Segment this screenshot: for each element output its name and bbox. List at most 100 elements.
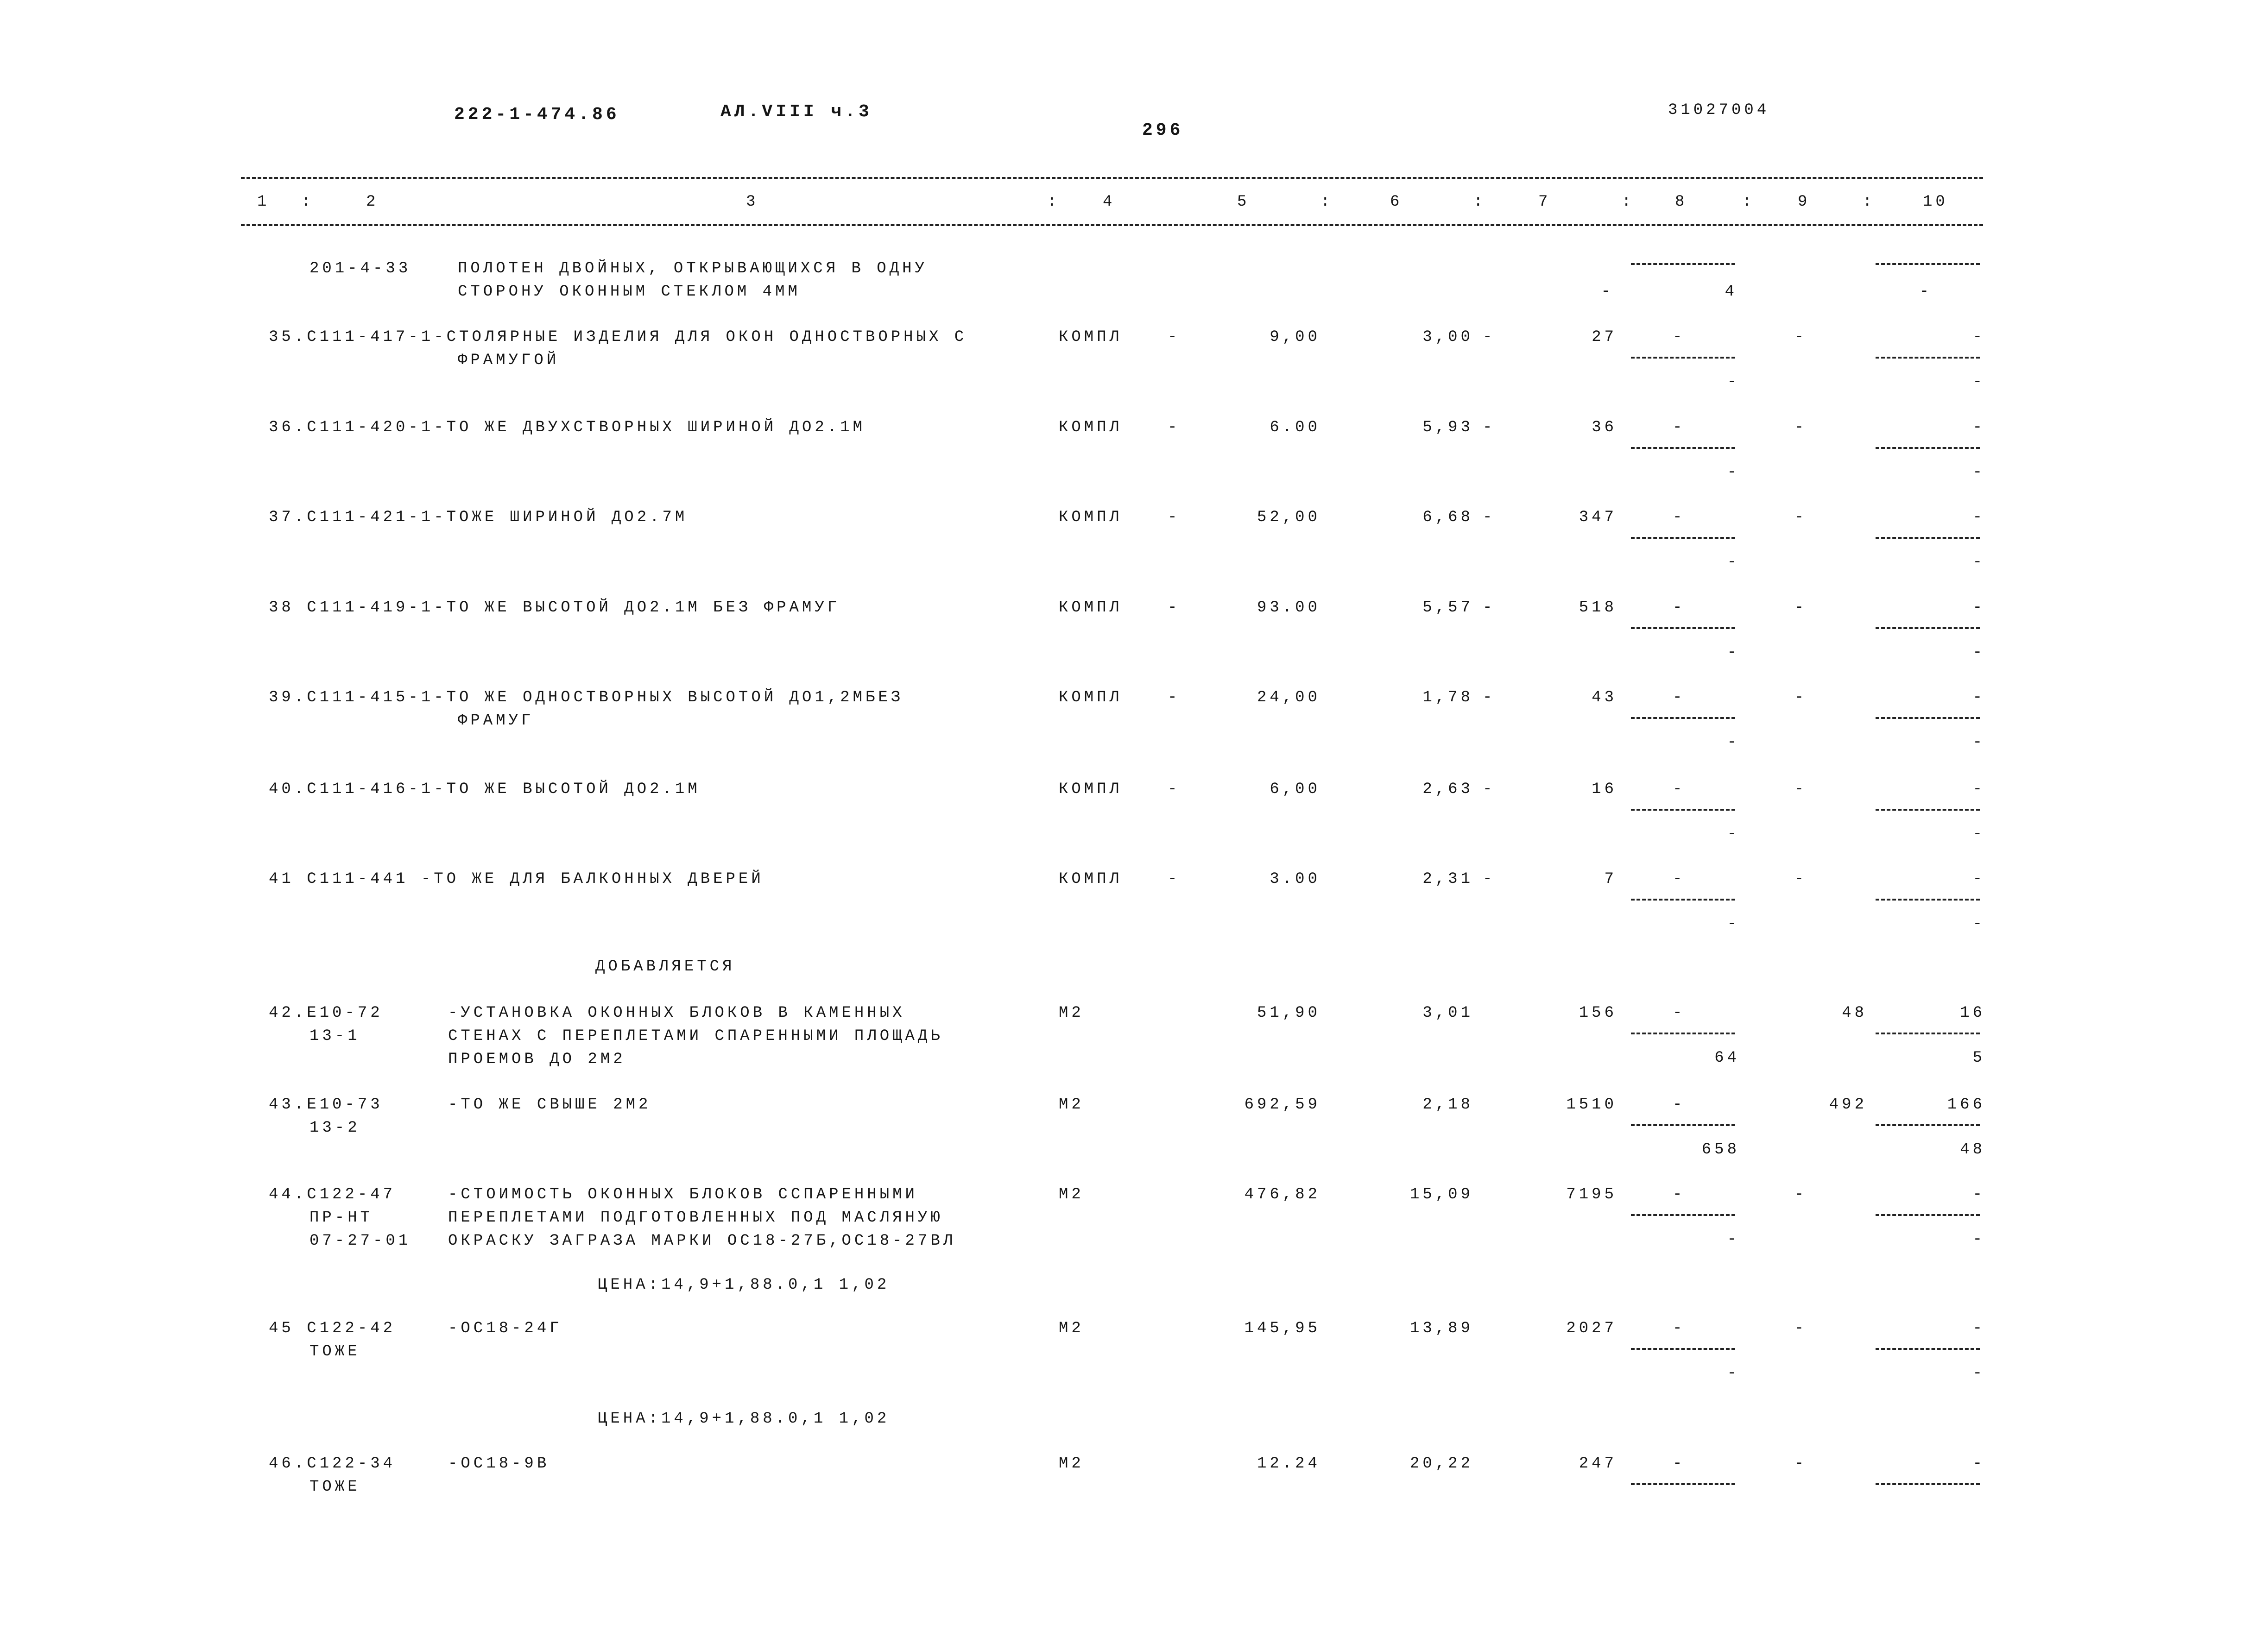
- col10-divider: [1876, 1348, 1980, 1350]
- item-unit: КОМПЛ: [1059, 328, 1123, 346]
- col4-value: -: [1168, 419, 1181, 436]
- document-code: 222-1-474.86: [454, 105, 620, 125]
- col8-bottom: -: [1727, 464, 1740, 481]
- col8-divider: [1631, 447, 1735, 449]
- col10-top: -: [1972, 870, 1985, 888]
- col8-divider: [1631, 717, 1735, 719]
- item-code-line: 45 С122-42: [269, 1320, 396, 1337]
- col8-top: -: [1673, 419, 1686, 436]
- col10-bottom: -: [1972, 373, 1985, 391]
- col10-top: 16: [1960, 1004, 1985, 1022]
- col8-divider: [1631, 1348, 1735, 1350]
- item-total: 518: [1579, 599, 1617, 617]
- item-description-line: -ОС18-24Г: [448, 1320, 562, 1337]
- price-dash: -: [1483, 689, 1496, 706]
- item-code-line: ТОЖЕ: [310, 1478, 360, 1496]
- column-separator: :: [1320, 193, 1333, 211]
- col8-divider: [1631, 1483, 1735, 1485]
- column-separator: :: [1742, 193, 1755, 211]
- column-number-10: 10: [1923, 193, 1948, 211]
- col9-value: -: [1794, 599, 1807, 617]
- col8-bottom: -: [1727, 1231, 1740, 1248]
- item-quantity: 145,95: [1244, 1320, 1320, 1337]
- price-dash: -: [1483, 509, 1496, 526]
- item-total: 16: [1592, 781, 1617, 798]
- col8-bottom: -: [1727, 825, 1740, 843]
- item-unit: КОМПЛ: [1059, 599, 1123, 617]
- col8-divider: [1631, 1214, 1735, 1216]
- col10-bottom: -: [1972, 734, 1985, 751]
- item-quantity: 692,59: [1244, 1096, 1320, 1114]
- col10-bottom: -: [1972, 644, 1985, 661]
- col10-divider: [1876, 1214, 1980, 1216]
- item-quantity: 12.24: [1257, 1455, 1320, 1473]
- column-separator: :: [1047, 193, 1060, 211]
- col9-value: 48: [1842, 1004, 1867, 1022]
- col8-bottom: 64: [1714, 1049, 1740, 1067]
- section-heading: ДОБАВЛЯЕТСЯ: [595, 958, 735, 976]
- col10-divider: [1876, 1124, 1980, 1126]
- price-note: ЦЕНА:14,9+1,88.0,1 1,02: [598, 1410, 890, 1428]
- column-number-5: 5: [1237, 193, 1250, 211]
- item-total: 27: [1592, 328, 1617, 346]
- item-total: 2027: [1566, 1320, 1617, 1337]
- item-code-line: 44.С122-47: [269, 1186, 396, 1203]
- item-description-line: СТОРОНУ ОКОННЫМ СТЕКЛОМ 4ММ: [458, 283, 801, 301]
- col8-top: -: [1673, 1186, 1686, 1203]
- col10-divider: [1876, 1033, 1980, 1034]
- column-number-7: 7: [1538, 193, 1551, 211]
- item-unit: КОМПЛ: [1059, 870, 1123, 888]
- item-code-line: 42.Е10-72: [269, 1004, 383, 1022]
- col8-divider: [1631, 1124, 1735, 1126]
- col8-top: -: [1673, 689, 1686, 706]
- col4-value: -: [1168, 781, 1181, 798]
- price-dash: -: [1483, 419, 1496, 436]
- item-code-line: 46.С122-34: [269, 1455, 396, 1473]
- item-unit: М2: [1059, 1004, 1084, 1022]
- col4-value: -: [1168, 870, 1181, 888]
- item-description-line: -ОС18-9В: [448, 1455, 550, 1473]
- col8-top: -: [1673, 599, 1686, 617]
- item-unit-price: 5,93: [1422, 419, 1473, 436]
- col10-divider: [1876, 717, 1980, 719]
- item-unit: КОМПЛ: [1059, 419, 1123, 436]
- column-number-3: 3: [746, 193, 759, 211]
- item-unit: М2: [1059, 1455, 1084, 1473]
- col9-value: -: [1794, 509, 1807, 526]
- page-number: 296: [1142, 120, 1184, 140]
- item-code-and-description: 39.С111-415-1-ТО ЖЕ ОДНОСТВОРНЫХ ВЫСОТОЙ…: [269, 689, 904, 706]
- col8-top: -: [1673, 781, 1686, 798]
- item-quantity: 476,82: [1244, 1186, 1320, 1203]
- col9-value: -: [1794, 328, 1807, 346]
- item-unit-price: 5,57: [1422, 599, 1473, 617]
- col10-top: -: [1972, 419, 1985, 436]
- col9-value: -: [1794, 689, 1807, 706]
- item-total: 1510: [1566, 1096, 1617, 1114]
- item-quantity: 3.00: [1270, 870, 1320, 888]
- col4-value: -: [1168, 328, 1181, 346]
- col8-top: -: [1673, 1096, 1686, 1114]
- col10-top: -: [1972, 599, 1985, 617]
- column-separator: :: [1622, 193, 1635, 211]
- col8-top: -: [1673, 328, 1686, 346]
- item-total: 36: [1592, 419, 1617, 436]
- col10-bottom: 5: [1972, 1049, 1985, 1067]
- col10-bottom: -: [1972, 464, 1985, 481]
- col8-bottom: 4: [1725, 283, 1737, 301]
- col8-bottom: -: [1727, 915, 1740, 933]
- col8-divider: [1631, 263, 1735, 265]
- item-quantity: 9,00: [1270, 328, 1320, 346]
- col10-top: -: [1972, 781, 1985, 798]
- col10-top: -: [1972, 1320, 1985, 1337]
- item-code-line: ТОЖЕ: [310, 1343, 360, 1360]
- item-description-line: ОКРАСКУ ЗАГРАЗА МАРКИ ОС18-27Б,ОС18-27ВЛ: [448, 1232, 956, 1250]
- item-code-and-description: 36.С111-420-1-ТО ЖЕ ДВУХСТВОРНЫХ ШИРИНОЙ…: [269, 419, 866, 436]
- price-dash: -: [1483, 599, 1496, 617]
- item-unit-price: 15,09: [1409, 1186, 1473, 1203]
- item-code-and-description: 37.С111-421-1-ТОЖЕ ШИРИНОЙ ДО2.7М: [269, 509, 688, 526]
- item-code: 201-4-33: [310, 260, 411, 277]
- col10-top: -: [1972, 328, 1985, 346]
- col8-top: -: [1673, 870, 1686, 888]
- item-description-line: ПЕРЕПЛЕТАМИ ПОДГОТОВЛЕННЫХ ПОД МАСЛЯНУЮ: [448, 1209, 943, 1227]
